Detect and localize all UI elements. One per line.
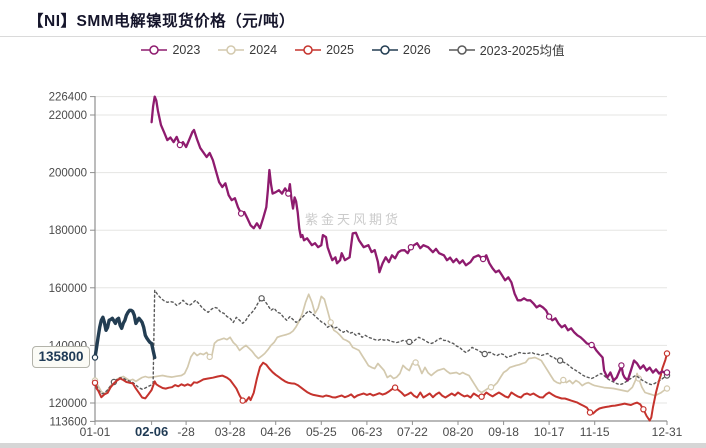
watermark: 紫金天风期货 bbox=[305, 212, 402, 227]
series-2025-marker bbox=[391, 384, 399, 391]
legend-item-2024[interactable]: 2024 bbox=[218, 43, 277, 57]
series-2023-2025均值-marker bbox=[258, 295, 265, 302]
legend-item-2023-2025均值[interactable]: 2023-2025均值 bbox=[448, 40, 565, 59]
series-2026-marker bbox=[91, 354, 99, 361]
series-2023-marker bbox=[545, 313, 553, 320]
x-tick-label: 10-17 bbox=[534, 425, 565, 439]
legend-item-2025[interactable]: 2025 bbox=[295, 43, 354, 57]
current-value-badge: 135800 bbox=[32, 346, 90, 368]
x-tick-label: 08-20 bbox=[443, 425, 474, 439]
series-2024-marker bbox=[206, 353, 213, 361]
series-2025-marker bbox=[640, 406, 647, 413]
y-tick-label: 200000 bbox=[49, 168, 87, 180]
legend-item-label: 2024 bbox=[249, 42, 278, 57]
series-2023-marker bbox=[285, 190, 292, 197]
series-2023-marker bbox=[479, 255, 487, 263]
y-tick-label: 220000 bbox=[49, 110, 87, 122]
series-2024-marker bbox=[412, 359, 419, 366]
series-2023-2025均值-line bbox=[94, 289, 668, 395]
series-2025-marker bbox=[239, 397, 246, 404]
series-2023-2025均值-marker bbox=[556, 357, 564, 364]
y-tick-label: 120000 bbox=[49, 398, 87, 410]
y-tick-label: 180000 bbox=[49, 225, 87, 237]
x-tick-label: -28 bbox=[177, 425, 195, 439]
x-tick-label: 02-06 bbox=[135, 424, 168, 439]
series-2025-marker bbox=[586, 409, 594, 416]
series-2023-marker bbox=[618, 362, 625, 369]
series-2025-marker bbox=[91, 379, 99, 386]
y-tick-label: 113600 bbox=[49, 416, 87, 428]
x-tick-label: 09-18 bbox=[488, 425, 519, 439]
chart-title: 【NI】SMM电解镍现货价格（元/吨） bbox=[28, 13, 295, 30]
series-2025-line bbox=[94, 352, 668, 422]
series-2023-marker bbox=[407, 243, 415, 251]
series-2023-marker bbox=[588, 341, 595, 349]
series-2024-marker bbox=[663, 385, 671, 392]
legend-line-circle-icon bbox=[448, 44, 475, 55]
legend-item-label: 2023-2025均值 bbox=[479, 44, 565, 58]
series-2024-marker bbox=[487, 384, 495, 391]
y-tick-label: 226400 bbox=[49, 92, 87, 104]
series-2023-2025均值-marker bbox=[481, 350, 488, 358]
series-2025-marker bbox=[663, 350, 671, 357]
x-tick-label: 12-31 bbox=[652, 425, 683, 439]
x-tick-label: 01-01 bbox=[80, 425, 111, 439]
legend-item-2023[interactable]: 2023 bbox=[141, 43, 200, 57]
legend-item-label: 2026 bbox=[402, 42, 431, 57]
x-tick-label: 11-15 bbox=[580, 425, 610, 439]
series-2024-marker bbox=[327, 319, 334, 326]
page-bottom-edge bbox=[0, 443, 706, 448]
legend-line-circle-icon bbox=[371, 44, 398, 55]
series-2025-marker bbox=[478, 393, 485, 400]
x-tick-label: 04-26 bbox=[260, 425, 291, 439]
y-tick-label: 160000 bbox=[49, 283, 87, 295]
series-2023-marker bbox=[663, 369, 671, 376]
legend-line-circle-icon bbox=[295, 44, 322, 55]
legend-item-label: 2023 bbox=[172, 42, 201, 57]
series-2024-marker bbox=[560, 376, 567, 384]
x-tick-label: 03-28 bbox=[215, 425, 246, 439]
x-tick-label: 05-25 bbox=[306, 425, 337, 439]
chart-legend: 2023 2024 2025 2026 2023-2025均值 bbox=[0, 40, 706, 59]
x-tick-label: 07-22 bbox=[397, 425, 428, 439]
legend-item-2026[interactable]: 2026 bbox=[371, 42, 431, 57]
series-2023-marker bbox=[176, 141, 184, 149]
series-2026-line bbox=[93, 308, 157, 360]
title-divider bbox=[0, 36, 706, 37]
legend-item-label: 2025 bbox=[326, 42, 354, 57]
series-2023-line bbox=[150, 95, 669, 382]
series-2023-marker bbox=[237, 210, 245, 217]
x-tick-label: 06-23 bbox=[352, 425, 383, 439]
legend-line-circle-icon bbox=[141, 44, 168, 55]
series-2023-2025均值-marker bbox=[406, 338, 413, 346]
legend-line-circle-icon bbox=[218, 44, 245, 55]
